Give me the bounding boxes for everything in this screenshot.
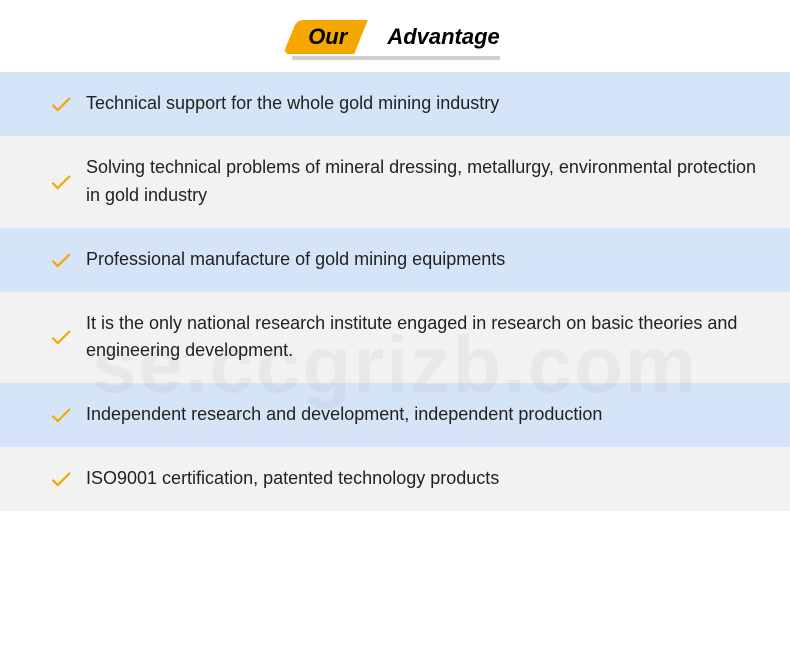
check-icon xyxy=(48,402,74,428)
list-item: ISO9001 certification, patented technolo… xyxy=(0,447,790,511)
check-icon xyxy=(48,466,74,492)
list-item-text: It is the only national research institu… xyxy=(86,310,766,366)
check-icon xyxy=(48,169,74,195)
list-item-text: Professional manufacture of gold mining … xyxy=(86,246,766,274)
list-item: Solving technical problems of mineral dr… xyxy=(0,136,790,228)
check-icon xyxy=(48,324,74,350)
header-underline xyxy=(290,56,500,60)
check-icon xyxy=(48,247,74,273)
header-right-word: Advantage xyxy=(387,24,499,50)
list-item: Technical support for the whole gold min… xyxy=(0,72,790,136)
list-item-text: Independent research and development, in… xyxy=(86,401,766,429)
list-item: Professional manufacture of gold mining … xyxy=(0,228,790,292)
section-header: Our Advantage xyxy=(0,0,790,72)
advantage-list: Technical support for the whole gold min… xyxy=(0,72,790,511)
header-badge: Our Advantage xyxy=(290,20,500,54)
list-item: It is the only national research institu… xyxy=(0,292,790,384)
list-item: Independent research and development, in… xyxy=(0,383,790,447)
check-icon xyxy=(48,91,74,117)
header-left-word: Our xyxy=(290,20,371,54)
list-item-text: ISO9001 certification, patented technolo… xyxy=(86,465,766,493)
list-item-text: Solving technical problems of mineral dr… xyxy=(86,154,766,210)
list-item-text: Technical support for the whole gold min… xyxy=(86,90,766,118)
